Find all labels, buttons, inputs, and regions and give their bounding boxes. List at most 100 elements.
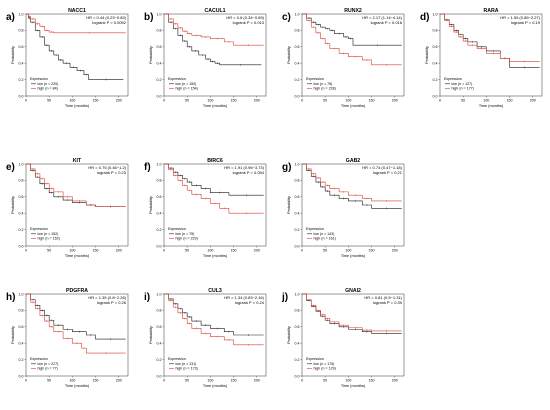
legend-entry-low: low (n = 152) <box>38 232 59 236</box>
legend-entry-low: low (n = 175) <box>314 362 335 366</box>
gene-title: GAB2 <box>346 158 361 164</box>
y-tick-label: 0.6 <box>295 45 300 49</box>
y-tick-label: 0.6 <box>157 195 162 199</box>
y-tick-label: 0.4 <box>295 342 300 346</box>
x-tick-label: 50 <box>47 249 51 253</box>
x-tick-label: 150 <box>507 99 513 103</box>
x-tick-label: 100 <box>207 249 213 253</box>
x-tick-label: 50 <box>323 249 327 253</box>
y-tick-label: 0.8 <box>433 29 438 33</box>
logrank-p: logrank P = 0.013 <box>233 20 265 25</box>
x-tick-label: 100 <box>69 379 75 383</box>
y-tick-label: 0.4 <box>19 342 24 346</box>
y-tick-label: 1.0 <box>19 12 24 16</box>
y-tick-label: 0.8 <box>295 309 300 313</box>
y-tick-label: 0.4 <box>157 342 162 346</box>
y-tick-label: 0.8 <box>295 29 300 33</box>
y-tick-label: 0.8 <box>157 29 162 33</box>
x-axis-label: Time (months) <box>341 104 366 108</box>
y-tick-label: 0.6 <box>19 325 24 329</box>
legend-title: Expression <box>168 227 186 231</box>
legend-title: Expression <box>30 357 48 361</box>
panel-letter: d) <box>420 12 429 23</box>
y-axis-label: Probability <box>287 46 291 64</box>
y-tick-label: 0.6 <box>295 195 300 199</box>
y-tick-label: 0.2 <box>157 78 162 82</box>
y-tick-label: 0.0 <box>19 94 24 98</box>
legend-entry-high: high (n = 152) <box>38 237 60 241</box>
y-tick-label: 0.0 <box>295 94 300 98</box>
y-tick-label: 0.8 <box>157 309 162 313</box>
y-tick-label: 1.0 <box>19 292 24 296</box>
x-tick-label: 50 <box>323 379 327 383</box>
x-tick-label: 200 <box>116 379 122 383</box>
plot-frame <box>439 13 543 97</box>
panel-letter: c) <box>282 12 291 23</box>
legend-entry-low: low (n = 150) <box>176 82 197 86</box>
hazard-ratio: HR = 1.35 (0.8−2.26) <box>88 295 126 300</box>
x-axis-label: Time (months) <box>203 104 228 108</box>
x-tick-label: 150 <box>231 99 237 103</box>
hazard-ratio: HR = 0.74 (0.47−1.18) <box>362 165 402 170</box>
y-tick-label: 1.0 <box>295 162 300 166</box>
y-tick-label: 0.4 <box>295 62 300 66</box>
gene-title: GNAI2 <box>345 288 361 294</box>
y-tick-label: 0.0 <box>19 374 24 378</box>
logrank-p: logrank P = 0.24 <box>235 300 265 305</box>
y-tick-label: 0.6 <box>295 325 300 329</box>
y-tick-label: 0.0 <box>19 244 24 248</box>
x-tick-label: 50 <box>185 379 189 383</box>
x-tick-label: 200 <box>116 249 122 253</box>
x-axis-label: Time (months) <box>203 384 228 388</box>
y-tick-label: 0.6 <box>19 195 24 199</box>
x-tick-label: 200 <box>392 379 398 383</box>
x-tick-label: 100 <box>345 99 351 103</box>
y-tick-label: 0.0 <box>295 374 300 378</box>
x-tick-label: 50 <box>461 99 465 103</box>
gene-title: NACC1 <box>68 8 86 14</box>
y-tick-label: 0.2 <box>157 228 162 232</box>
x-tick-label: 150 <box>231 379 237 383</box>
x-tick-label: 200 <box>530 99 536 103</box>
survival-curve-low <box>164 163 264 196</box>
logrank-p: logrank P = 0.19 <box>511 20 541 25</box>
x-axis-label: Time (months) <box>65 254 90 258</box>
panel-letter: e) <box>6 162 15 173</box>
x-tick-label: 0 <box>25 99 27 103</box>
plot-frame <box>25 13 129 97</box>
x-tick-label: 50 <box>47 99 51 103</box>
x-tick-label: 50 <box>185 99 189 103</box>
logrank-p: logrank P = 0.016 <box>371 20 403 25</box>
panel-letter: j) <box>281 292 288 303</box>
y-axis-label: Probability <box>287 326 291 344</box>
x-tick-label: 150 <box>93 379 99 383</box>
y-tick-label: 1.0 <box>433 12 438 16</box>
x-tick-label: 100 <box>69 99 75 103</box>
legend-title: Expression <box>444 77 462 81</box>
logrank-p: logrank P = 0.39 <box>373 300 403 305</box>
y-tick-label: 0.0 <box>433 94 438 98</box>
x-axis-label: Time (months) <box>203 254 228 258</box>
y-tick-label: 1.0 <box>157 162 162 166</box>
legend-entry-high: high (n = 77) <box>38 367 58 371</box>
plot-frame <box>301 13 405 97</box>
y-tick-label: 0.8 <box>19 179 24 183</box>
x-axis-label: Time (months) <box>65 104 90 108</box>
y-tick-label: 0.4 <box>433 62 438 66</box>
y-tick-label: 0.2 <box>295 358 300 362</box>
x-tick-label: 50 <box>47 379 51 383</box>
legend-title: Expression <box>30 77 48 81</box>
x-tick-label: 0 <box>163 379 165 383</box>
legend-entry-low: low (n = 75) <box>176 232 195 236</box>
x-tick-label: 0 <box>301 249 303 253</box>
y-tick-label: 0.2 <box>19 78 24 82</box>
legend-entry-high: high (n = 177) <box>452 87 474 91</box>
y-tick-label: 1.0 <box>295 292 300 296</box>
